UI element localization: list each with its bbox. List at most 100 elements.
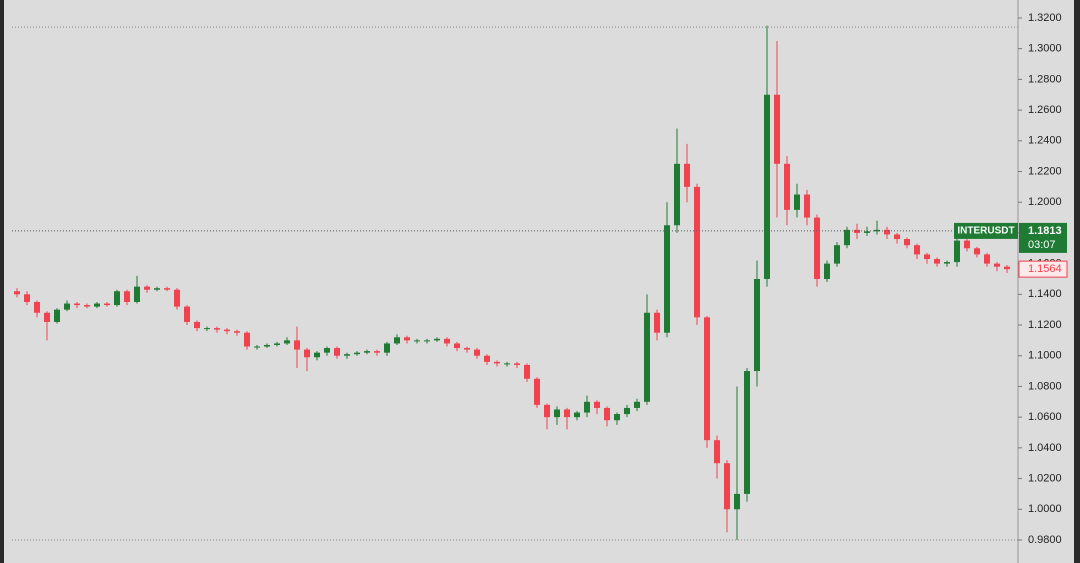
candle-body: [44, 312, 50, 322]
candle-body: [474, 349, 480, 356]
y-tick-label: 1.3200: [1028, 12, 1062, 24]
y-tick-label: 1.0800: [1028, 380, 1062, 392]
candle-body: [754, 278, 760, 372]
candle-body: [374, 351, 380, 353]
candle-body: [164, 288, 170, 290]
symbol-label: INTERUSDT: [957, 226, 1014, 237]
candle-body: [574, 412, 580, 418]
candle-body: [224, 329, 230, 332]
candle-body: [544, 404, 550, 418]
y-tick-label: 1.2600: [1028, 104, 1062, 116]
candle-body: [74, 303, 80, 306]
candle-body: [1004, 266, 1010, 270]
candle-body: [734, 493, 740, 510]
candle-body: [624, 407, 630, 415]
candle-body: [614, 414, 620, 421]
candle-body: [694, 186, 700, 318]
candle-body: [844, 229, 850, 246]
candle-body: [724, 463, 730, 510]
candle-body: [894, 234, 900, 240]
candle-body: [324, 348, 330, 353]
candle-body: [24, 294, 30, 302]
candle-body: [514, 363, 520, 365]
candle-body: [354, 352, 360, 355]
y-tick-label: 1.0600: [1028, 411, 1062, 423]
candle-body: [454, 343, 460, 349]
candle-body: [784, 163, 790, 210]
y-tick-label: 1.1400: [1028, 288, 1062, 300]
candle-body: [274, 343, 280, 345]
candle-body: [214, 328, 220, 330]
candle-body: [744, 371, 750, 494]
candle-body: [984, 254, 990, 264]
candle-body: [924, 254, 930, 260]
symbol-box: [954, 222, 1018, 239]
countdown-label: 03:07: [1028, 239, 1056, 251]
candle-body: [804, 194, 810, 218]
candle-body: [84, 305, 90, 307]
candle-body: [14, 291, 20, 295]
candle-body: [204, 328, 210, 330]
candle-body: [584, 401, 590, 413]
candle-body: [914, 245, 920, 255]
candle-body: [554, 409, 560, 418]
candle-body: [714, 440, 720, 464]
candle-body: [594, 401, 600, 408]
candle-body: [704, 317, 710, 441]
candle-body: [284, 340, 290, 344]
candle-body: [794, 194, 800, 210]
candle-body: [364, 351, 370, 353]
candle-body: [764, 94, 770, 279]
candle-body: [264, 344, 270, 347]
candle-body: [834, 245, 840, 264]
candle-body: [634, 401, 640, 408]
candle-body: [494, 361, 500, 364]
candle-body: [684, 163, 690, 187]
y-tick-label: 1.0400: [1028, 442, 1062, 454]
candle-body: [444, 338, 450, 344]
candle-body: [524, 364, 530, 379]
candle-body: [814, 217, 820, 279]
candle-body: [884, 229, 890, 235]
candle-body: [34, 301, 40, 313]
right-edge: [1074, 0, 1080, 563]
candle-body: [154, 288, 160, 290]
left-edge: [0, 0, 4, 563]
candle-body: [314, 352, 320, 358]
candle-body: [64, 303, 70, 310]
candle-body: [864, 231, 870, 233]
candle-body: [954, 240, 960, 263]
y-tick-label: 1.2800: [1028, 73, 1062, 85]
candle-body: [534, 378, 540, 405]
candle-body: [174, 289, 180, 307]
y-tick-label: 1.1200: [1028, 319, 1062, 331]
y-tick-label: 1.2000: [1028, 196, 1062, 208]
candle-body: [904, 239, 910, 246]
last-price-box: [1019, 222, 1067, 253]
candle-body: [424, 340, 430, 342]
candle-body: [184, 306, 190, 322]
candle-body: [604, 407, 610, 421]
candle-body: [244, 332, 250, 347]
y-tick-label: 1.0200: [1028, 472, 1062, 484]
candle-body: [644, 312, 650, 402]
candle-body: [134, 286, 140, 302]
candle-body: [824, 263, 830, 279]
candle-body: [504, 363, 510, 365]
candle-body: [774, 94, 780, 164]
close-price-box: [1018, 260, 1068, 278]
candle-body: [404, 337, 410, 341]
candle-body: [54, 309, 60, 322]
candle-body: [144, 286, 150, 290]
candle-body: [854, 229, 860, 233]
candle-body: [304, 349, 310, 358]
y-tick-label: 1.0000: [1028, 503, 1062, 515]
candle-body: [394, 337, 400, 344]
candle-body: [464, 348, 470, 350]
y-tick-label: 1.2400: [1028, 135, 1062, 147]
candle-body: [654, 312, 660, 333]
candle-body: [434, 338, 440, 341]
candle-body: [344, 354, 350, 356]
